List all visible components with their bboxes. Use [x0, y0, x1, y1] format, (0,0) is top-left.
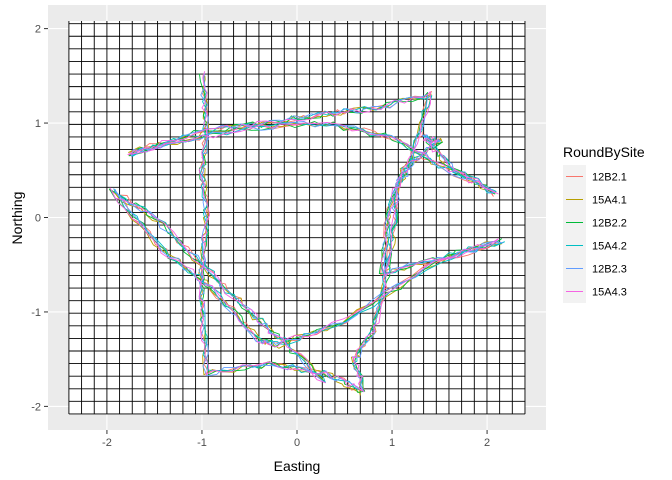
y-axis-ticks: -2 -1 0 1 2 — [31, 24, 48, 413]
y-tick-label: -1 — [31, 307, 41, 319]
legend-label: 12B2.3 — [592, 264, 627, 276]
legend-label: 12B2.1 — [592, 172, 627, 184]
x-axis-ticks: -2 -1 0 1 2 — [102, 430, 490, 449]
x-tick-label: 0 — [294, 437, 300, 449]
x-tick-label: -2 — [102, 437, 112, 449]
legend-label: 12B2.2 — [592, 218, 627, 230]
track-15A4.3 — [109, 71, 499, 393]
legend-label: 15A4.3 — [592, 287, 627, 299]
y-tick-label: 1 — [35, 118, 41, 130]
track-series — [108, 71, 505, 396]
spatial-grid — [68, 21, 526, 415]
x-tick-label: 2 — [484, 437, 490, 449]
x-tick-label: 1 — [389, 437, 395, 449]
legend-label: 15A4.1 — [592, 195, 627, 207]
x-axis-title: Easting — [274, 458, 321, 474]
y-tick-label: 2 — [35, 24, 41, 36]
y-tick-label: 0 — [35, 213, 41, 225]
track-12B2.3 — [113, 73, 504, 393]
y-tick-label: -2 — [31, 401, 41, 413]
x-tick-label: -1 — [197, 437, 207, 449]
legend-label: 15A4.2 — [592, 241, 627, 253]
legend-title: RoundBySite — [563, 144, 645, 160]
legend-entries: 12B2.1 15A4.1 12B2.2 15A4.2 12B2.3 15A4.3 — [563, 165, 627, 303]
legend: RoundBySite 12B2.115A4.112B2.215A4.212B2… — [563, 144, 645, 303]
y-axis-title: Northing — [9, 192, 25, 245]
